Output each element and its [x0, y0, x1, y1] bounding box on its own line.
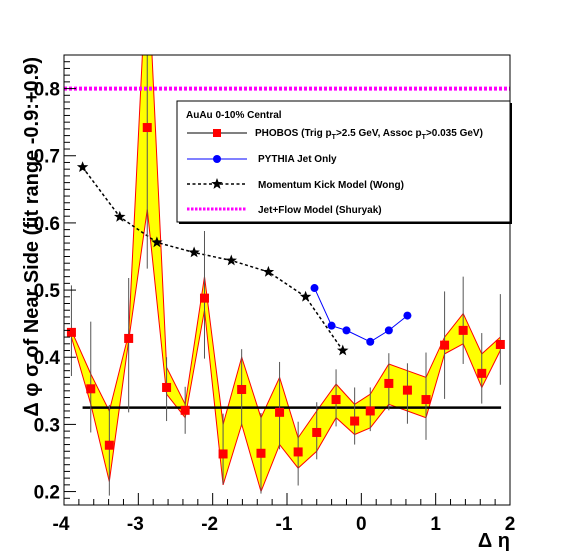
y-axis-title: Δ φ σ of Near Side (fit range -0.9:+0.9) [21, 57, 43, 417]
x-tick-label: 0 [356, 514, 367, 535]
band-fill [71, 55, 501, 492]
phobos-point [331, 395, 341, 405]
x-tick-label: -2 [201, 514, 218, 535]
phobos-point [218, 449, 228, 459]
phobos-point [458, 325, 468, 335]
pythia-point [366, 337, 375, 346]
wong-point [188, 246, 200, 258]
phobos-point [237, 384, 247, 394]
phobos-point [104, 440, 114, 450]
pythia-point [327, 321, 336, 330]
legend-marker-wong [211, 178, 223, 189]
wong-point [151, 236, 163, 248]
wong-line [81, 166, 344, 351]
y-tick-label: 0.3 [34, 415, 60, 436]
x-tick-label: -3 [127, 514, 144, 535]
x-tick-label: -4 [53, 514, 70, 535]
pythia-point [403, 311, 412, 320]
y-tick-label: 0.4 [34, 348, 61, 369]
wong-series [76, 161, 349, 356]
wong-point [299, 290, 312, 302]
x-tick-label: 1 [430, 514, 441, 535]
wong-point [262, 265, 275, 277]
phobos-point [350, 416, 360, 426]
phobos-point [421, 395, 431, 405]
pythia-point [384, 326, 393, 335]
phobos-point [384, 378, 394, 388]
wong-point [76, 161, 89, 172]
y-tick-label: 0.8 [34, 80, 60, 101]
y-tick-label: 0.6 [34, 214, 60, 235]
axes: -4 -3 -2 -1 0 1 2 0.2 0.3 0.4 0.5 0.6 0.7 0.8 [34, 54, 516, 535]
pythia-point [342, 326, 351, 335]
phobos-point [477, 368, 487, 378]
phobos-point [199, 293, 209, 303]
x-tick-label: -1 [276, 514, 293, 535]
phobos-point [66, 327, 76, 337]
phobos-point [402, 385, 412, 395]
phobos-point [275, 407, 285, 417]
legend-label-shuryak: Jet+Flow Model (Shuryak) [258, 205, 382, 216]
legend-marker-pythia [213, 155, 221, 163]
y-tick-label: 0.7 [34, 147, 60, 168]
legend-marker-phobos [213, 129, 221, 137]
legend-title: AuAu 0-10% Central [186, 110, 282, 121]
y-tick-label: 0.5 [34, 281, 61, 302]
pythia-line [314, 287, 408, 343]
pythia-point [310, 284, 319, 293]
legend-label-phobos: PHOBOS (Trig pT>2.5 GeV, Assoc pT>0.035 … [255, 128, 483, 141]
phobos-point [495, 339, 505, 349]
phobos-point [312, 427, 322, 437]
phobos-series [66, 55, 505, 496]
legend-label-pythia: PYTHIA Jet Only [258, 154, 337, 165]
x-axis-title: Δ η [478, 530, 510, 552]
legend-shadow-bottom [179, 222, 512, 224]
phobos-point [142, 123, 152, 133]
legend-shadow-right [510, 103, 512, 224]
phobos-point [86, 384, 96, 394]
phobos-point [124, 333, 134, 343]
legend: AuAu 0-10% Central PHOBOS (Trig pT>2.5 G… [176, 100, 512, 224]
phobos-point [162, 382, 172, 392]
wong-point [225, 254, 237, 266]
wong-point [337, 344, 349, 356]
phobos-point [440, 340, 450, 350]
legend-box [176, 100, 511, 223]
phobos-point [180, 405, 190, 415]
pythia-series [310, 284, 412, 346]
phobos-point [293, 447, 303, 457]
wong-point [114, 210, 126, 222]
legend-label-wong: Momentum Kick Model (Wong) [258, 180, 404, 191]
phobos-point [365, 406, 375, 416]
y-tick-label: 0.2 [34, 483, 60, 504]
x-tick-label: 2 [505, 514, 516, 535]
uncertainty-band [70, 55, 501, 494]
phobos-point [256, 448, 266, 458]
